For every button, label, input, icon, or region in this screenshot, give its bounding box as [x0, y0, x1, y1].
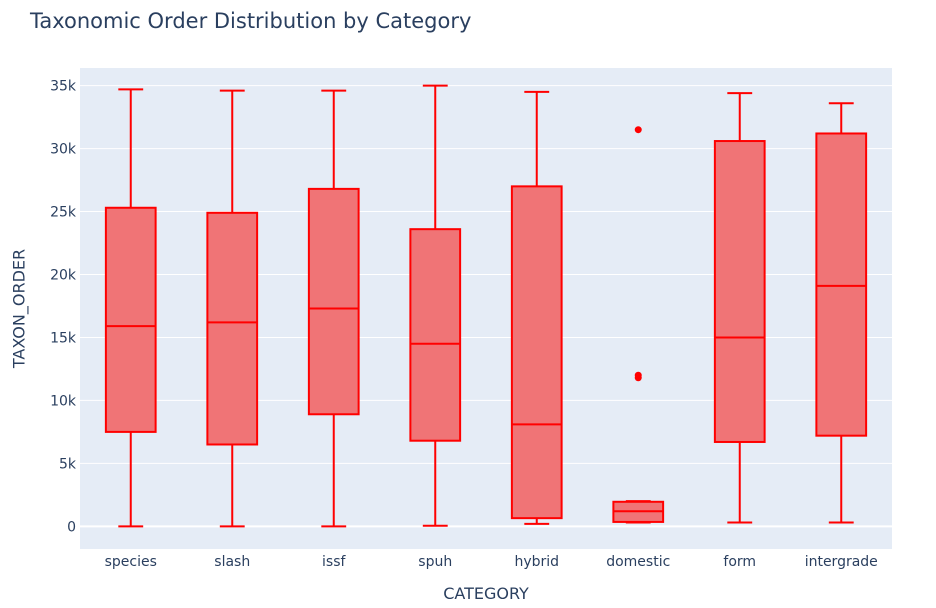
y-tick-label: 35k	[50, 79, 77, 95]
iqr-box	[815, 132, 868, 437]
y-tick-label: 20k	[50, 268, 77, 284]
y-tick-label: 10k	[50, 393, 77, 409]
box-hybrid	[510, 90, 563, 525]
x-axis-title: CATEGORY	[443, 584, 529, 603]
x-tick-label: domestic	[606, 554, 670, 570]
x-tick-label: hybrid	[514, 554, 559, 570]
box-spuh	[409, 84, 462, 527]
boxes	[104, 84, 868, 528]
y-tick-label: 15k	[50, 330, 77, 346]
chart-title: Taxonomic Order Distribution by Category	[30, 9, 472, 33]
y-axis-ticks: 0 5k 10k 15k 20k 25k 30k 35k	[50, 79, 77, 536]
x-tick-label: spuh	[418, 554, 452, 570]
iqr-box	[104, 206, 157, 433]
iqr-box	[713, 140, 766, 443]
y-tick-label: 5k	[59, 456, 77, 472]
plot-area	[80, 68, 892, 549]
x-tick-label: form	[723, 554, 756, 570]
x-tick-label: issf	[322, 554, 346, 570]
y-axis-title: TAXON_ORDER	[10, 249, 30, 369]
box-issf	[307, 89, 360, 528]
box-domestic	[612, 126, 665, 524]
x-axis-ticks: species slash issf spuh hybrid domestic form in…	[105, 554, 878, 570]
y-tick-label: 25k	[50, 205, 77, 221]
x-tick-label: intergrade	[805, 554, 878, 570]
box-species	[104, 88, 157, 528]
iqr-box	[206, 211, 259, 446]
x-tick-label: species	[105, 554, 157, 570]
iqr-box	[409, 228, 462, 442]
y-tick-label: 30k	[50, 142, 77, 158]
outlier-point	[634, 126, 642, 134]
box-slash	[206, 89, 259, 528]
box-form	[713, 92, 766, 524]
iqr-box	[510, 185, 563, 520]
x-tick-label: slash	[214, 554, 250, 570]
outlier-point	[634, 371, 642, 379]
y-tick-label: 0	[67, 519, 76, 535]
iqr-box	[307, 187, 360, 416]
box-intergrade	[815, 102, 868, 524]
